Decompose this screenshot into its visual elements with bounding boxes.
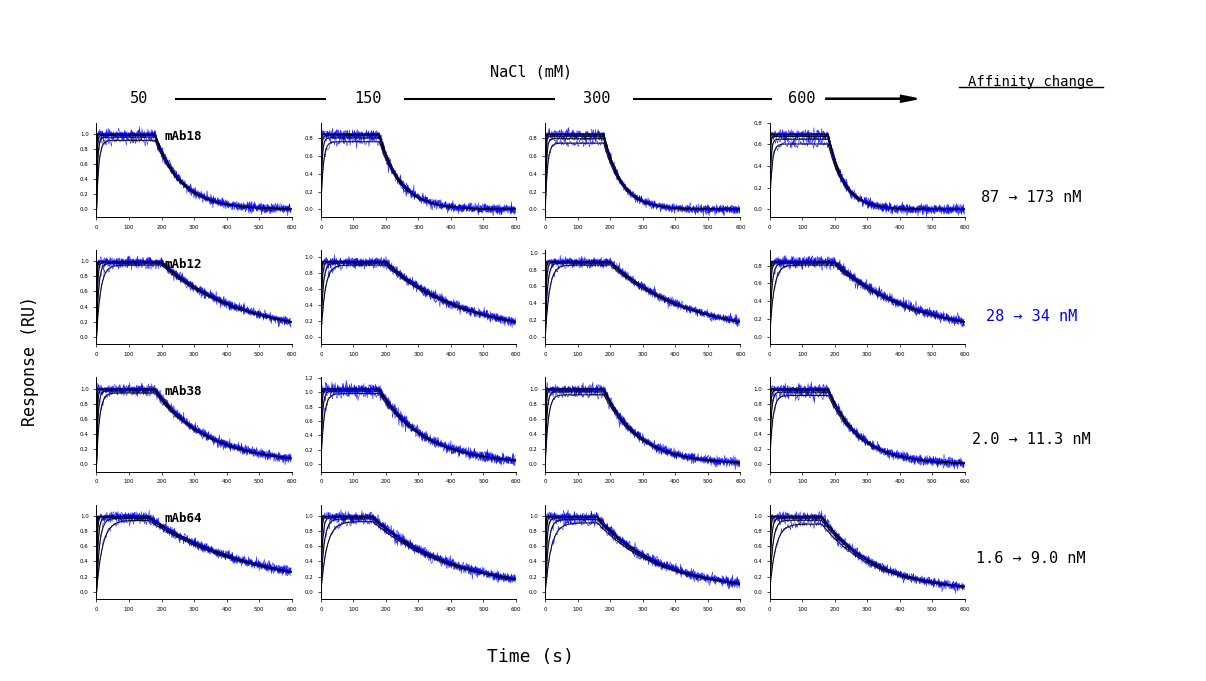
Text: NaCl (mM): NaCl (mM) [490,64,572,79]
Text: 1.6 → 9.0 nM: 1.6 → 9.0 nM [977,551,1085,566]
Text: mAb64: mAb64 [165,512,203,526]
Text: 600: 600 [789,91,815,106]
Text: 300: 300 [584,91,610,106]
Text: Time (s): Time (s) [487,648,574,666]
Text: mAb38: mAb38 [165,385,203,398]
Text: 87 → 173 nM: 87 → 173 nM [980,190,1082,205]
Text: 50: 50 [129,91,148,106]
Text: 2.0 → 11.3 nM: 2.0 → 11.3 nM [972,432,1090,447]
Text: mAb12: mAb12 [165,257,203,270]
Text: Affinity change: Affinity change [968,75,1094,89]
Text: 28 → 34 nM: 28 → 34 nM [985,309,1077,324]
Text: mAb18: mAb18 [165,130,203,143]
Text: 150: 150 [355,91,381,106]
Text: Response (RU): Response (RU) [22,296,39,426]
